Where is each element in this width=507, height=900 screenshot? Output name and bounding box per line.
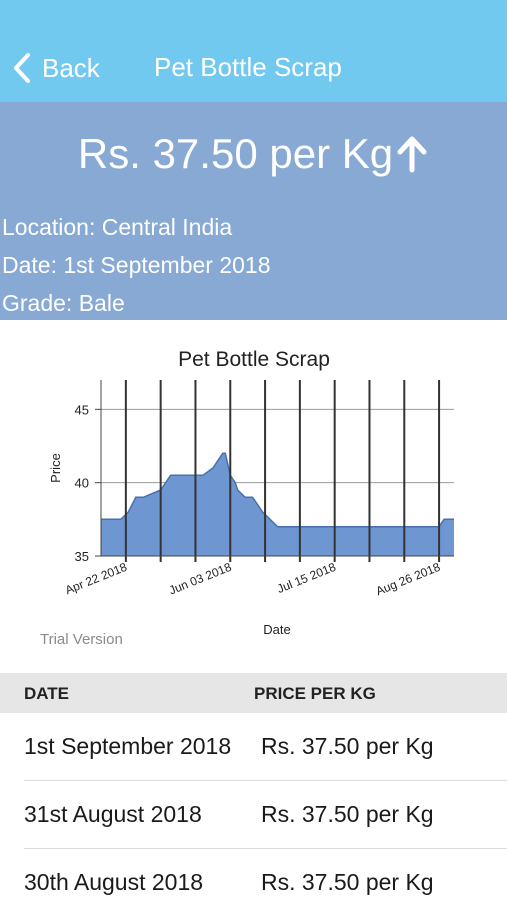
back-button-label: Back [42, 52, 100, 83]
row-price: Rs. 37.50 per Kg [261, 733, 434, 759]
x-axis-label: Date [263, 622, 290, 637]
row-date: 1st September 2018 [24, 733, 232, 759]
x-tick-label: Apr 22 2018 [63, 560, 129, 598]
row-price: Rs. 37.50 per Kg [261, 869, 434, 895]
row-date: 31st August 2018 [24, 801, 202, 827]
price-table-header: DATE PRICE PER KG [0, 673, 507, 713]
chevron-left-icon [14, 53, 30, 83]
chart-title: Pet Bottle Scrap [178, 348, 330, 371]
row-date: 30th August 2018 [24, 869, 204, 895]
y-tick-label: 35 [75, 549, 89, 564]
date-text: Date: 1st September 2018 [2, 252, 271, 278]
row-divider [24, 780, 507, 781]
price-column-header: PRICE PER KG [254, 684, 376, 703]
grade-text: Grade: Bale [2, 290, 125, 316]
current-price-row: Rs. 37.50 per Kg [0, 130, 507, 178]
arrow-up-icon [397, 136, 427, 173]
navigation-bar: Back Pet Bottle Scrap [0, 0, 507, 102]
y-axis-label: Price [48, 453, 63, 483]
current-price: Rs. 37.50 per Kg [77, 130, 394, 177]
row-divider [24, 848, 507, 849]
trial-version-watermark: Trial Version [40, 631, 123, 648]
location-text: Location: Central India [2, 214, 233, 240]
table-row[interactable]: 1st September 2018 Rs. 37.50 per Kg [0, 713, 507, 781]
table-row[interactable]: 30th August 2018 Rs. 37.50 per Kg [0, 849, 507, 900]
price-chart: Pet Bottle Scrap 35 40 45 Apr 22 2018 Jun 03 … [0, 320, 507, 670]
row-price: Rs. 37.50 per Kg [261, 801, 434, 827]
table-row[interactable]: 31st August 2018 Rs. 37.50 per Kg [0, 781, 507, 849]
x-tick-label: Jul 15 2018 [275, 560, 338, 596]
price-summary-panel: Rs. 37.50 per Kg Location: Central India… [0, 102, 507, 320]
y-tick-label: 40 [75, 476, 89, 491]
page-title: Pet Bottle Scrap [154, 52, 342, 82]
back-button[interactable]: Back [12, 48, 100, 88]
price-area [101, 453, 454, 556]
y-tick-label: 45 [75, 402, 89, 417]
price-chart-svg: Pet Bottle Scrap 35 40 45 Apr 22 2018 Jun 03 … [40, 348, 454, 648]
x-tick-label: Jun 03 2018 [167, 560, 234, 598]
date-column-header: DATE [24, 684, 70, 703]
x-tick-label: Aug 26 2018 [374, 560, 443, 599]
